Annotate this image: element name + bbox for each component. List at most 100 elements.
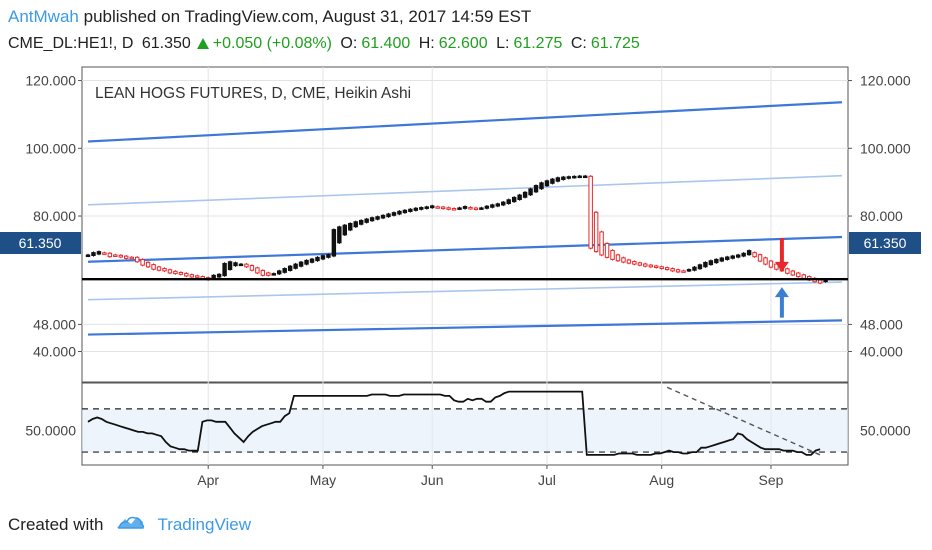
candle: [271, 273, 276, 276]
candle: [697, 264, 703, 270]
candle: [429, 205, 435, 209]
candle: [277, 270, 282, 275]
candle: [735, 254, 741, 258]
arrow-head: [774, 287, 789, 298]
y-tick-label-left: 40.000: [33, 344, 76, 360]
candle: [746, 250, 752, 256]
candle: [408, 208, 413, 212]
candle: [659, 266, 664, 270]
candle: [490, 204, 495, 208]
candle: [238, 263, 244, 267]
candle: [140, 259, 145, 266]
last-price: 61.350: [141, 35, 191, 52]
candle: [375, 216, 380, 220]
candle: [304, 259, 309, 265]
candle: [397, 210, 402, 215]
candle: [156, 266, 162, 271]
oscillator-trend-line: [666, 386, 821, 456]
candle: [768, 260, 774, 268]
candle: [222, 262, 227, 277]
candle: [550, 178, 555, 184]
candle: [195, 275, 200, 278]
oscillator-band: [82, 408, 848, 453]
author-link[interactable]: AntMwah: [8, 7, 79, 26]
candle: [648, 264, 653, 268]
y-tick-label-right: 40.000: [860, 344, 903, 360]
candle: [643, 263, 648, 267]
candle: [757, 254, 763, 262]
candle: [621, 257, 626, 263]
candle: [358, 219, 364, 225]
candle: [796, 272, 801, 278]
symbol-name[interactable]: CME_DL:HE1!, D: [8, 35, 134, 52]
candle: [692, 266, 697, 271]
candle: [817, 279, 823, 284]
candle: [287, 265, 293, 271]
candle: [566, 176, 572, 179]
x-tick-label: May: [310, 472, 336, 488]
price-badge-left-label: 61.350: [19, 235, 62, 251]
candle: [189, 274, 195, 278]
candle: [282, 268, 287, 273]
tradingview-link[interactable]: TradingView: [157, 514, 251, 534]
candle: [708, 260, 714, 266]
candle: [484, 205, 490, 209]
candle: [320, 255, 326, 260]
candle: [577, 175, 582, 179]
candle: [331, 229, 337, 257]
candle: [309, 258, 315, 263]
publish-info: published on TradingView.com, August 31,…: [83, 7, 532, 26]
price-badge-right: [849, 232, 921, 254]
candle: [675, 269, 681, 273]
candle: [664, 267, 670, 271]
candle: [85, 254, 91, 257]
publish-header: AntMwah published on TradingView.com, Au…: [8, 7, 531, 27]
candle: [233, 262, 238, 267]
candle: [446, 207, 451, 210]
candle: [528, 188, 533, 196]
candle: [522, 191, 528, 198]
open-value: 61.400: [361, 35, 411, 52]
y-tick-label-left: 120.000: [25, 73, 76, 89]
candle: [249, 265, 255, 271]
candle: [632, 261, 637, 265]
candle: [495, 203, 501, 207]
candle: [369, 217, 375, 222]
candle: [752, 252, 757, 258]
tradingview-cloud-icon[interactable]: [115, 512, 145, 537]
trend-line: [87, 101, 843, 143]
x-tick-label: Jul: [538, 472, 556, 488]
candle: [555, 177, 561, 182]
close-label: C:: [570, 35, 587, 52]
osc-tick-label-left: 50.0000: [25, 422, 76, 438]
candle: [599, 231, 604, 256]
candle: [741, 252, 746, 257]
candle: [725, 256, 730, 261]
x-tick-label: Aug: [649, 472, 674, 488]
close-value: 61.725: [590, 35, 640, 52]
candle: [134, 256, 140, 263]
chart-title: LEAN HOGS FUTURES, D, CME, Heikin Ashi: [95, 85, 411, 102]
candle: [610, 249, 615, 260]
open-label: O:: [340, 35, 358, 52]
candle: [266, 272, 271, 276]
candle: [440, 206, 446, 210]
candle: [593, 211, 599, 253]
candle: [386, 213, 391, 218]
candle: [730, 255, 735, 259]
y-tick-label-right: 120.000: [860, 73, 911, 89]
price-pane[interactable]: [81, 66, 849, 383]
x-tick-label: Apr: [197, 472, 219, 488]
candle: [539, 182, 544, 190]
price-change: +0.050 (+0.08%): [212, 35, 332, 52]
candle: [227, 261, 233, 271]
candle: [124, 255, 129, 259]
candle: [468, 206, 473, 210]
candle: [604, 242, 610, 258]
candle: [763, 257, 768, 265]
candle: [380, 214, 386, 219]
candle: [342, 224, 348, 236]
candle: [561, 176, 566, 180]
candle: [424, 206, 429, 209]
